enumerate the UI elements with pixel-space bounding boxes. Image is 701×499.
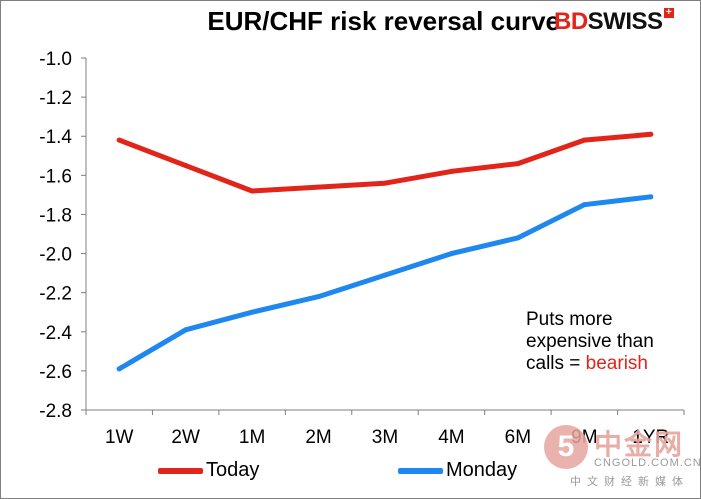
y-tick-label: -2.8 <box>39 401 72 422</box>
data-point-today <box>648 131 654 137</box>
annotation-line-2: expensive than <box>526 331 654 352</box>
y-tick-label: -1.2 <box>39 88 72 109</box>
y-tick-label: -1.8 <box>39 205 72 226</box>
x-tick-label: 3M <box>372 427 398 448</box>
x-tick-label: 4M <box>438 427 464 448</box>
data-point-monday <box>648 194 654 200</box>
x-tick-label: 2W <box>171 427 200 448</box>
y-tick-label: -1.6 <box>39 166 72 187</box>
watermark-sub-text: 中文财经新媒体 <box>570 476 689 488</box>
y-tick-label: -2.6 <box>39 362 72 383</box>
legend-label-today: Today <box>206 459 260 481</box>
data-point-today <box>515 161 521 167</box>
chart-annotation: Puts more expensive than calls = bearish <box>526 309 654 375</box>
data-point-today <box>448 168 454 174</box>
watermark-logo-icon: 5 <box>544 425 588 469</box>
x-tick-label: 2M <box>305 427 331 448</box>
x-tick-label: 1YR <box>632 427 669 448</box>
data-point-today <box>382 180 388 186</box>
annotation-line-3: calls = bearish <box>526 353 654 375</box>
data-point-monday <box>183 327 189 333</box>
legend-item-today: Today <box>158 459 259 482</box>
x-tick-label: 1W <box>105 427 134 448</box>
watermark-en-text: CNGOLD.COM.CN <box>594 457 701 469</box>
y-tick-label: -2.2 <box>39 284 72 305</box>
y-tick-label: -1.0 <box>39 49 72 70</box>
chart-title: EUR/CHF risk reversal curve <box>207 6 560 36</box>
y-tick-label: -2.4 <box>39 323 72 344</box>
y-tick-label: -1.4 <box>39 127 72 148</box>
data-point-today <box>249 188 255 194</box>
data-point-today <box>183 163 189 169</box>
y-tick-label: -2.0 <box>39 245 72 266</box>
x-tick-label: 1M <box>239 427 265 448</box>
logo-swiss-text: SWISS <box>587 8 663 35</box>
annotation-prefix: calls = <box>526 353 586 374</box>
data-point-today <box>316 184 322 190</box>
bdswiss-logo: BDSWISS + <box>554 8 674 36</box>
logo-plus-icon: + <box>663 8 674 18</box>
data-point-monday <box>316 294 322 300</box>
legend-swatch-monday <box>398 467 443 474</box>
watermark-cn-text: 中金网 <box>594 429 685 460</box>
data-point-monday <box>116 366 122 372</box>
annotation-bearish: bearish <box>585 353 648 374</box>
annotation-line-1: Puts more <box>526 309 613 330</box>
legend-item-monday: Monday <box>398 459 517 482</box>
data-point-monday <box>249 309 255 315</box>
x-tick-label: 6M <box>505 427 531 448</box>
data-point-monday <box>382 272 388 278</box>
data-point-today <box>581 137 587 143</box>
data-point-today <box>116 137 122 143</box>
data-point-monday <box>581 202 587 208</box>
data-point-monday <box>515 235 521 241</box>
legend-swatch-today <box>158 467 203 474</box>
data-point-monday <box>448 251 454 257</box>
legend-label-monday: Monday <box>446 459 518 481</box>
logo-bd-text: BD <box>554 8 588 35</box>
cngold-watermark: 5 中金网 CNGOLD.COM.CN 中文财经新媒体 <box>544 423 701 493</box>
